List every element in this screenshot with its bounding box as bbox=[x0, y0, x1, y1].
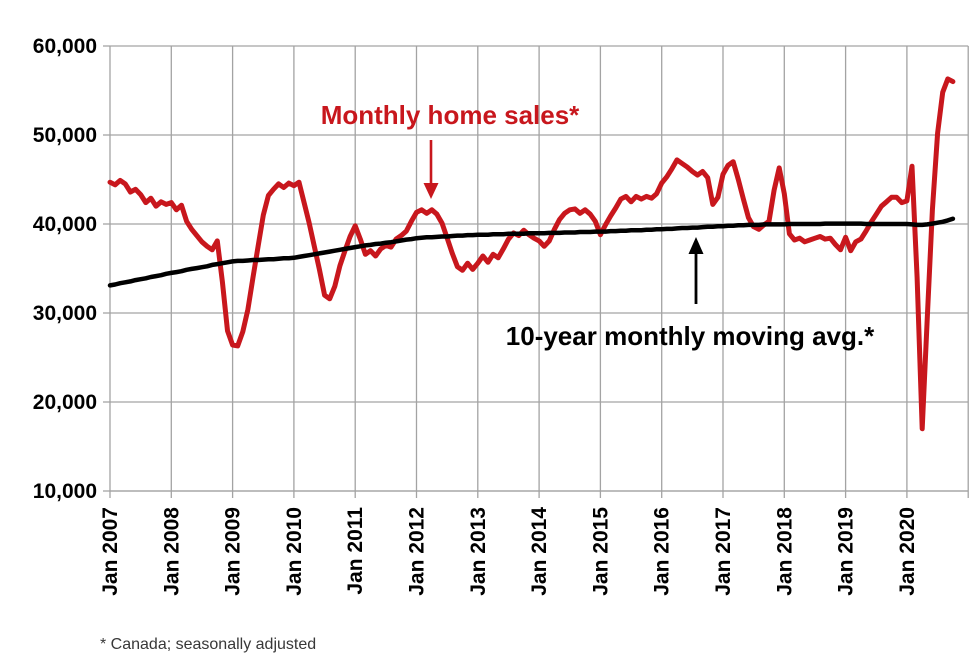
y-tick-label: 50,000 bbox=[33, 124, 97, 147]
x-tick-label: Jan 2014 bbox=[528, 507, 551, 596]
x-tick-label: Jan 2008 bbox=[160, 507, 183, 596]
x-tick-label: Jan 2013 bbox=[467, 507, 490, 596]
x-tick-label: Jan 2020 bbox=[896, 507, 919, 596]
red-down-arrow-icon bbox=[423, 140, 439, 199]
y-tick-label: 30,000 bbox=[33, 302, 97, 325]
x-tick-label: Jan 2015 bbox=[589, 507, 612, 596]
y-tick-label: 10,000 bbox=[33, 480, 97, 503]
moving-avg-line bbox=[107, 216, 956, 288]
x-tick-label: Jan 2010 bbox=[283, 507, 306, 596]
x-tick-label: Jan 2018 bbox=[773, 507, 796, 596]
x-tick-label: Jan 2016 bbox=[651, 507, 674, 596]
black-up-arrow-icon bbox=[688, 237, 704, 304]
x-tick-label: Jan 2007 bbox=[99, 507, 122, 596]
moving-avg-label: 10-year monthly moving avg.* bbox=[505, 321, 875, 351]
x-tick-label: Jan 2017 bbox=[712, 507, 735, 596]
x-tick-label: Jan 2012 bbox=[406, 507, 429, 596]
x-tick-label: Jan 2011 bbox=[344, 507, 367, 595]
y-tick-label: 40,000 bbox=[33, 213, 97, 236]
y-tick-label: 20,000 bbox=[33, 391, 97, 414]
chart-footnote: * Canada; seasonally adjusted bbox=[100, 636, 317, 653]
monthly-home-sales-label: Monthly home sales* bbox=[320, 100, 580, 130]
x-tick-label: Jan 2019 bbox=[835, 507, 858, 596]
y-tick-label: 60,000 bbox=[33, 35, 97, 58]
x-tick-label: Jan 2009 bbox=[222, 507, 245, 596]
monthly-home-sales-line bbox=[107, 76, 956, 432]
